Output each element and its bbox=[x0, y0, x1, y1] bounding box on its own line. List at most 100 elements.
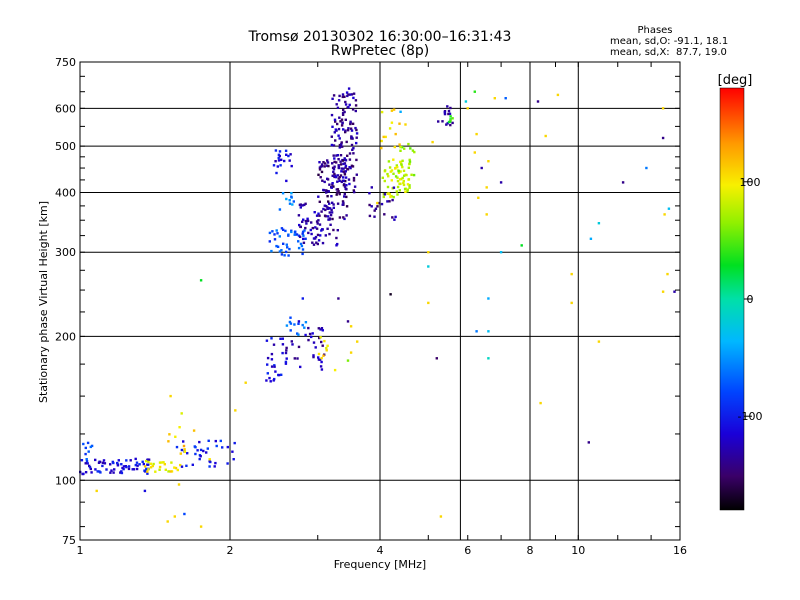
data-point bbox=[354, 126, 357, 130]
data-point bbox=[330, 143, 334, 147]
data-point bbox=[318, 223, 322, 226]
data-point bbox=[285, 346, 288, 350]
data-point bbox=[437, 120, 440, 123]
data-point bbox=[304, 202, 307, 205]
data-point bbox=[297, 322, 300, 325]
data-point bbox=[110, 469, 113, 472]
data-point bbox=[319, 328, 322, 331]
data-point bbox=[390, 121, 394, 124]
data-point bbox=[493, 97, 496, 100]
data-point bbox=[447, 109, 451, 113]
data-point bbox=[350, 136, 353, 139]
data-point bbox=[135, 467, 139, 471]
data-point bbox=[120, 471, 124, 475]
data-point bbox=[330, 195, 333, 198]
data-point bbox=[84, 452, 87, 456]
data-point bbox=[306, 219, 310, 223]
data-point bbox=[290, 195, 293, 198]
data-point bbox=[301, 204, 304, 207]
data-point bbox=[338, 94, 341, 98]
data-point bbox=[331, 162, 334, 165]
data-point bbox=[146, 463, 149, 466]
data-point bbox=[202, 449, 205, 453]
data-point bbox=[317, 195, 320, 198]
data-point bbox=[370, 186, 373, 189]
data-point bbox=[318, 336, 321, 340]
data-point bbox=[277, 153, 281, 156]
data-point bbox=[341, 122, 344, 125]
data-point bbox=[330, 208, 333, 212]
data-point bbox=[390, 109, 394, 112]
data-point bbox=[335, 236, 338, 240]
data-point bbox=[319, 336, 322, 339]
data-point bbox=[179, 452, 182, 455]
data-point bbox=[134, 457, 137, 461]
data-point bbox=[102, 459, 106, 462]
data-point bbox=[268, 240, 271, 243]
data-point bbox=[399, 170, 402, 173]
data-point bbox=[387, 160, 391, 163]
data-point bbox=[344, 170, 347, 173]
data-point bbox=[354, 104, 358, 107]
data-point bbox=[323, 339, 326, 343]
data-point bbox=[349, 325, 353, 328]
data-point bbox=[208, 458, 211, 461]
data-point bbox=[386, 172, 389, 176]
data-point bbox=[198, 457, 201, 461]
data-point bbox=[336, 180, 339, 183]
data-point bbox=[94, 468, 97, 471]
data-point bbox=[265, 379, 268, 382]
data-point bbox=[352, 189, 355, 192]
data-point bbox=[326, 344, 329, 347]
data-point bbox=[138, 463, 141, 466]
data-point bbox=[344, 166, 347, 169]
data-point bbox=[334, 139, 337, 142]
data-point bbox=[199, 455, 202, 458]
data-point bbox=[284, 250, 288, 254]
data-point bbox=[149, 462, 152, 465]
data-point bbox=[284, 362, 288, 365]
data-point bbox=[337, 166, 341, 169]
data-point bbox=[391, 198, 394, 202]
data-point bbox=[277, 156, 280, 160]
data-point bbox=[296, 357, 299, 360]
data-point bbox=[272, 164, 276, 167]
data-point bbox=[328, 183, 331, 186]
data-point bbox=[335, 193, 338, 196]
data-point bbox=[342, 108, 345, 112]
data-point bbox=[285, 243, 288, 246]
data-point bbox=[328, 202, 331, 205]
data-point bbox=[280, 249, 283, 252]
data-point bbox=[399, 110, 402, 113]
data-point bbox=[326, 178, 330, 181]
data-point bbox=[346, 320, 350, 323]
data-point bbox=[499, 251, 503, 254]
data-point bbox=[335, 244, 338, 247]
data-point bbox=[297, 333, 300, 336]
data-point bbox=[337, 158, 340, 161]
data-point bbox=[376, 201, 379, 205]
data-point bbox=[199, 448, 203, 452]
data-point bbox=[333, 160, 336, 164]
data-point bbox=[400, 146, 404, 149]
data-point bbox=[192, 429, 196, 432]
data-point bbox=[290, 164, 293, 168]
data-point bbox=[570, 272, 573, 276]
data-point bbox=[272, 343, 276, 346]
data-point bbox=[345, 184, 348, 187]
data-point bbox=[308, 332, 312, 336]
data-point bbox=[348, 182, 351, 186]
x-tick-label: 8 bbox=[527, 544, 534, 557]
data-point bbox=[487, 357, 490, 360]
data-point bbox=[317, 358, 321, 361]
data-point bbox=[337, 134, 340, 137]
data-point bbox=[285, 357, 288, 360]
data-point bbox=[536, 100, 540, 103]
data-point bbox=[388, 200, 391, 203]
data-point bbox=[304, 237, 307, 240]
data-point bbox=[403, 187, 407, 191]
data-point bbox=[661, 107, 665, 110]
data-point bbox=[335, 103, 338, 106]
data-point bbox=[290, 230, 293, 234]
data-point bbox=[343, 185, 347, 188]
